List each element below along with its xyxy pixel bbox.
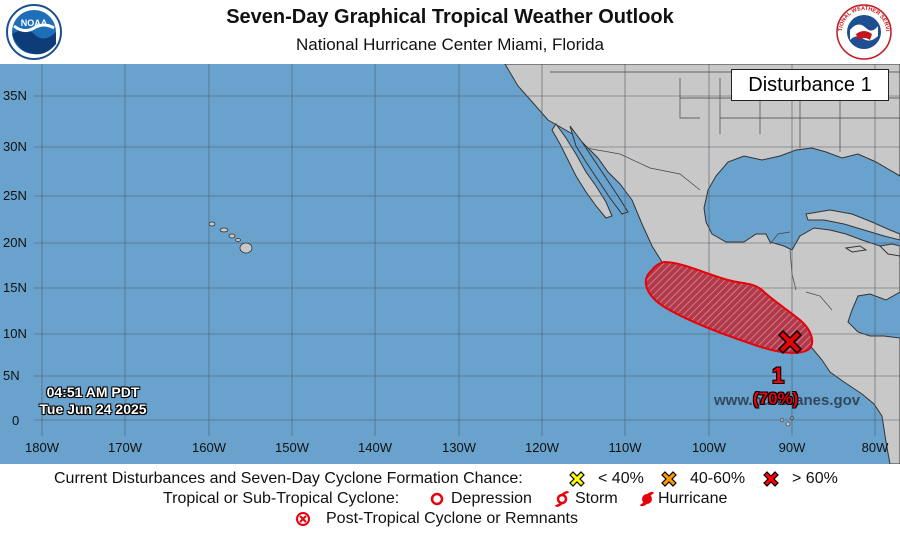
lon-label: 90W [778, 440, 806, 455]
land-hawaii [208, 221, 253, 254]
post-tropical-icon [296, 512, 310, 526]
longitude-lines [41, 64, 876, 436]
x-orange-icon [661, 471, 677, 487]
page-title: Seven-Day Graphical Tropical Weather Out… [226, 6, 674, 28]
storm-icon [554, 491, 570, 507]
land-baja [551, 123, 613, 219]
website-link[interactable]: www.hurricanes.gov [714, 392, 861, 409]
timestamp-date: Tue Jun 24 2025 [39, 401, 147, 417]
lon-label: 160W [192, 440, 226, 455]
disturbance-1-marker-icon [777, 329, 803, 355]
lon-label: 180W [25, 440, 59, 455]
lon-label: 120W [525, 440, 559, 455]
x-yellow-icon [569, 471, 585, 487]
lat-label: 25N [3, 188, 27, 203]
x-red-icon [763, 471, 779, 487]
nws-logo-icon: NATIONAL WEATHER SERVICE [836, 4, 892, 60]
hurricane-icon [640, 491, 654, 507]
lon-label: 150W [275, 440, 309, 455]
legend-post-tropical: Post-Tropical Cyclone or Remnants [326, 510, 578, 527]
latitude-lines [34, 95, 900, 421]
disturbance-1-area [644, 260, 814, 354]
land-jamaica [844, 245, 868, 253]
header: NOAA Seven-Day Graphical Tropical Weathe… [0, 0, 900, 64]
lat-label: 10N [3, 326, 27, 341]
land-cuba [805, 209, 900, 241]
legend-hurricane: Hurricane [658, 490, 728, 507]
lon-label: 100W [692, 440, 726, 455]
outlook-map [0, 64, 900, 464]
lat-label: 35N [3, 88, 27, 103]
land-hispaniola [878, 243, 900, 257]
lat-label: 5N [3, 368, 20, 383]
system-number: 1 [772, 363, 785, 388]
svg-text:NOAA: NOAA [21, 18, 48, 28]
lat-label: 15N [3, 280, 27, 295]
noaa-logo-icon: NOAA [6, 4, 62, 60]
legend-disturbance-label: Current Disturbances and Seven-Day Cyclo… [54, 470, 523, 487]
page-subtitle: National Hurricane Center Miami, Florida [295, 35, 604, 54]
legend-storm: Storm [575, 490, 618, 507]
lat-label: 30N [3, 139, 27, 154]
land-north-america [504, 64, 900, 464]
timestamp: 04:51 AM PDT Tue Jun 24 2025 [18, 384, 168, 418]
system-chance: (70%) [753, 389, 799, 408]
lon-label: 140W [358, 440, 392, 455]
lon-label: 130W [442, 440, 476, 455]
lon-label: 110W [608, 440, 642, 455]
legend: Current Disturbances and Seven-Day Cyclo… [0, 464, 900, 533]
lat-label: 0 [12, 413, 20, 428]
lat-label: 20N [3, 235, 27, 250]
legend-chance-high: > 60% [792, 470, 838, 487]
timestamp-time: 04:51 AM PDT [46, 384, 140, 400]
lon-label: 80W [861, 440, 889, 455]
legend-cyclone-label: Tropical or Sub-Tropical Cyclone: [163, 490, 400, 507]
legend-chance-mid: 40-60% [690, 470, 746, 487]
depression-icon [430, 492, 444, 506]
legend-depression: Depression [451, 490, 532, 507]
disturbance-selector[interactable]: Disturbance 1 [731, 69, 889, 101]
legend-chance-low: < 40% [598, 470, 644, 487]
lon-label: 170W [108, 440, 142, 455]
